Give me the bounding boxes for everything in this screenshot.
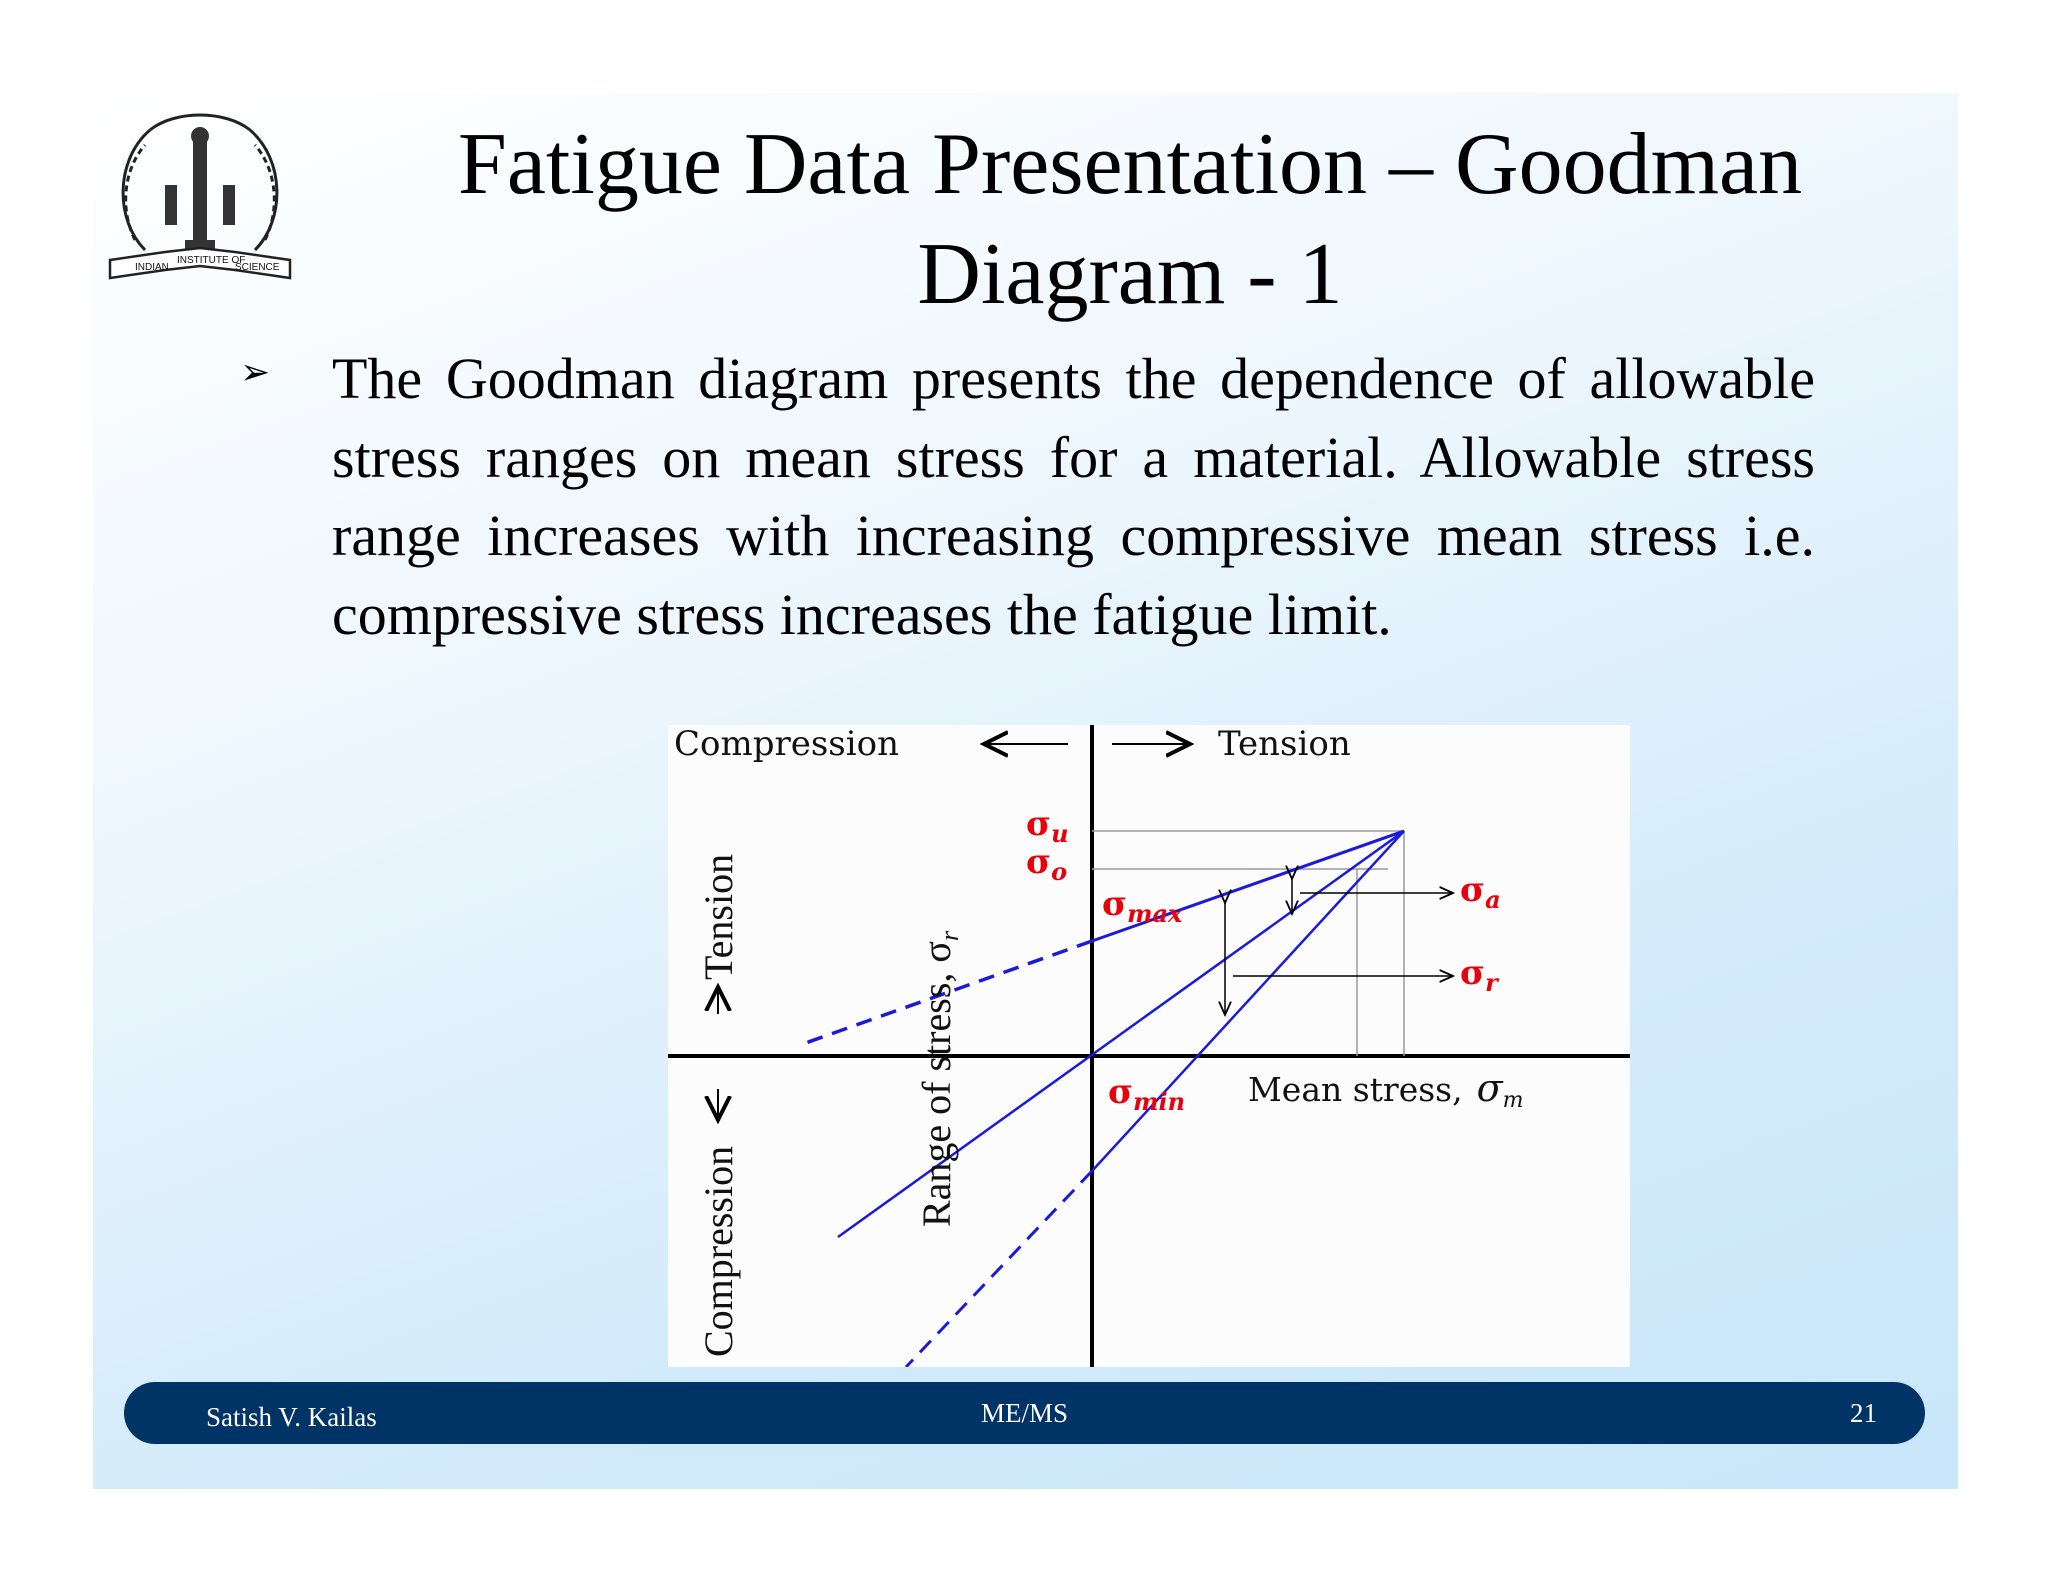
compression-label-top: Compression: [674, 725, 899, 764]
bullet-text: The Goodman diagram presents the depende…: [332, 346, 1815, 647]
mean-stress-line: [837, 829, 1405, 1239]
iisc-logo: INDIAN INSTITUTE OF SCIENCE: [105, 100, 295, 290]
footer-author: Satish V. Kailas: [206, 1402, 377, 1432]
sigma-u-label: σu: [1026, 804, 1069, 848]
sigma-r-label: σr: [1460, 953, 1500, 997]
tension-label-top: Tension: [1218, 725, 1351, 764]
sigma-o-label: σo: [1026, 842, 1067, 886]
bullet-arrow-icon: ➢: [240, 352, 271, 393]
logo-text-center: INSTITUTE OF: [177, 255, 245, 266]
footer-course: ME/MS: [980, 1398, 1069, 1428]
footer-page-number: 21: [1850, 1398, 1877, 1428]
goodman-diagram: Compression Tension Tension Compression …: [668, 725, 1630, 1367]
slide-title: Fatigue Data Presentation – Goodman Diag…: [457, 116, 1803, 323]
sigma-a-label: σa: [1460, 870, 1501, 914]
sigma-min-label: σmin: [1108, 1072, 1185, 1116]
sigma-min-line: [1091, 830, 1405, 1172]
logo-text-left: INDIAN: [135, 262, 169, 273]
compression-label-left: Compression: [696, 1146, 741, 1357]
sigma-max-label: σmax: [1102, 884, 1183, 928]
logo-text-right: SCIENCE: [235, 262, 280, 273]
sigma-max-line: [1091, 829, 1405, 943]
tension-label-left: Tension: [696, 854, 741, 980]
y-axis-label: Range of stress, σr: [914, 930, 964, 1227]
sigma-min-line-extension: [904, 1169, 1094, 1367]
footer-bar: Satish V. Kailas ME/MS 21: [124, 1382, 1925, 1444]
x-axis-label: Mean stress, σm: [1248, 1066, 1523, 1113]
